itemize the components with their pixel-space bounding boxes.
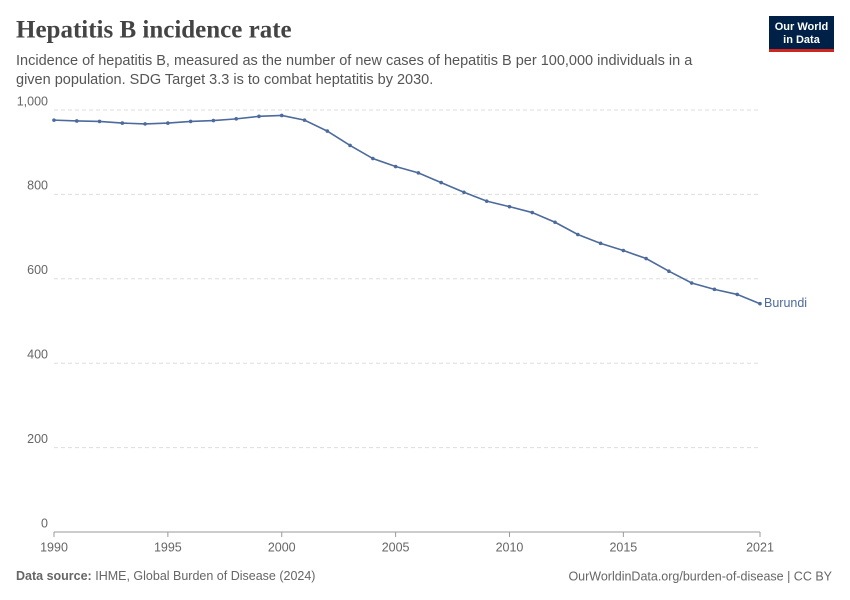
series-label: Burundi (764, 296, 807, 310)
source: Data source: IHME, Global Burden of Dise… (16, 569, 315, 583)
point (371, 156, 375, 161)
point (120, 121, 125, 125)
logo-text: Our World (775, 21, 829, 33)
series-line (53, 114, 761, 305)
point (507, 204, 512, 209)
y-tick-label: 200 (27, 432, 48, 446)
logo-bar (769, 49, 834, 52)
point (439, 180, 443, 185)
point (143, 122, 147, 126)
x-tick-label: 2005 (382, 540, 410, 554)
logo-text: in Data (783, 34, 821, 46)
source-label: Data source: (16, 569, 92, 583)
point (52, 118, 56, 122)
chart-title: Hepatitis B incidence rate (16, 17, 292, 44)
point (416, 171, 421, 175)
x-tick-label: 2000 (268, 540, 296, 554)
point (735, 292, 740, 297)
point (348, 143, 352, 148)
point (644, 256, 648, 261)
x-tick-label: 2010 (496, 540, 524, 554)
logo-box (769, 16, 834, 50)
point (758, 301, 762, 306)
point (712, 287, 717, 292)
point (689, 281, 694, 285)
point (166, 121, 170, 125)
y-tick-label: 800 (27, 179, 48, 193)
y-tick-label: 0 (41, 516, 48, 530)
point (325, 129, 330, 133)
x-tick-label: 1995 (154, 540, 182, 554)
credit[interactable]: OurWorldinData.org/burden-of-disease | C… (568, 569, 832, 583)
point (302, 118, 307, 122)
point (553, 220, 557, 225)
point (279, 113, 284, 118)
x-tick-label: 2015 (609, 540, 637, 554)
point (576, 232, 580, 237)
point (598, 241, 603, 246)
point (484, 199, 489, 203)
point (530, 210, 535, 215)
source-text: IHME, Global Burden of Disease (2024) (95, 569, 315, 583)
x-tick-label: 2021 (746, 540, 774, 554)
point (188, 119, 193, 124)
point (97, 119, 102, 124)
logo[interactable]: Our World in Data (769, 16, 834, 52)
point (462, 190, 466, 195)
point (74, 119, 79, 123)
x-tick-label: 1990 (40, 540, 68, 554)
y-tick-label: 600 (27, 263, 48, 277)
point (211, 118, 216, 123)
subtitle: Incidence of hepatitis B, measured as th… (16, 53, 693, 69)
point (667, 269, 671, 274)
y-tick-label: 1,000 (17, 94, 48, 108)
subtitle: given population. SDG Target 3.3 is to c… (16, 72, 433, 88)
point (393, 164, 398, 169)
y-tick-label: 400 (27, 347, 48, 361)
point (234, 117, 238, 121)
point (257, 114, 261, 119)
point (621, 248, 626, 253)
